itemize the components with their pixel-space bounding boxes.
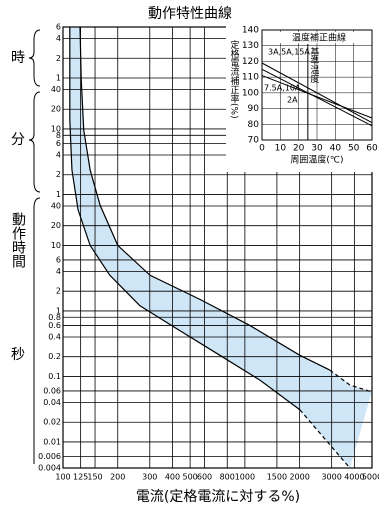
inset-y-title: 定格電流補正率(%) bbox=[229, 39, 240, 119]
plot-frame bbox=[62, 26, 373, 469]
x-tick-label: 800 bbox=[220, 473, 235, 482]
y-tick-label: 0.01 bbox=[43, 437, 61, 446]
x-tick-label: 200 bbox=[110, 473, 125, 482]
x-tick-label: 2000 bbox=[289, 473, 309, 482]
y-tick-label: 2 bbox=[56, 54, 61, 63]
inset-frame bbox=[261, 29, 373, 141]
x-axis-title: 電流(定格電流に対する%) bbox=[136, 489, 300, 505]
inset-title-bg bbox=[270, 32, 364, 43]
y-tick-label: 2 bbox=[56, 170, 61, 179]
y-axis-title: 動作時間 bbox=[10, 212, 26, 269]
correction-line bbox=[261, 62, 373, 124]
y-tick-label: 2 bbox=[56, 287, 61, 296]
unit-label: 秒 bbox=[11, 347, 25, 363]
y-tick-label: 0.6 bbox=[48, 321, 61, 330]
x-tick-label: 4000 bbox=[344, 473, 364, 482]
y-tick-label: 0.006 bbox=[38, 452, 61, 461]
brace bbox=[33, 197, 41, 464]
x-tick-label: 50 bbox=[348, 144, 360, 154]
annotation: 基準温度 bbox=[308, 46, 319, 84]
brace bbox=[28, 91, 41, 193]
y-tick-label: 6 bbox=[56, 255, 61, 264]
x-tick-label: 30 bbox=[311, 144, 323, 154]
x-tick-label: 100 bbox=[55, 473, 70, 482]
y-tick-label: 0.06 bbox=[43, 386, 61, 395]
curve bbox=[299, 409, 351, 469]
x-tick-label: 40 bbox=[330, 144, 342, 154]
x-tick-label: 150 bbox=[87, 473, 102, 482]
y-tick-label: 0.004 bbox=[38, 464, 61, 473]
inset-plot: 0 10 20 30 40 50 60 70 80 90 100 110 120 130 140 温度補正曲線… bbox=[226, 22, 379, 172]
curve bbox=[329, 369, 372, 393]
y-tick-label: 0.1 bbox=[48, 372, 61, 381]
band-fill bbox=[69, 27, 372, 468]
curve bbox=[69, 27, 301, 411]
y-tick-label: 140 bbox=[242, 26, 259, 36]
y-tick-label: 1 bbox=[56, 73, 61, 82]
y-tick-label: 130 bbox=[242, 41, 259, 51]
y-tick-label: 0.02 bbox=[43, 418, 61, 427]
curve bbox=[79, 26, 331, 371]
series-label: 2A bbox=[287, 96, 298, 105]
chart-title: 動作特性曲線 bbox=[148, 6, 232, 22]
x-tick-label: 125 bbox=[73, 473, 88, 482]
x-tick-label: 20 bbox=[293, 144, 305, 154]
series-label: 3A,5A,15A bbox=[268, 48, 310, 57]
y-tick-label: 80 bbox=[248, 120, 260, 130]
x-tick-label: 0 bbox=[259, 144, 265, 154]
x-tick-label: 600 bbox=[197, 473, 212, 482]
y-tick-label: 20 bbox=[51, 105, 61, 114]
unit-label: 時 bbox=[11, 50, 25, 66]
series-label: 7.5A,10A bbox=[264, 84, 301, 93]
y-tick-label: 4 bbox=[56, 34, 61, 43]
y-tick-label: 0.04 bbox=[43, 398, 61, 407]
y-tick-label: 70 bbox=[248, 136, 260, 146]
y-tick-label: 4 bbox=[56, 267, 61, 276]
inset-x-title: 周囲温度(℃) bbox=[290, 154, 343, 166]
y-tick-label: 120 bbox=[242, 57, 259, 67]
y-tick-label: 6 bbox=[56, 139, 61, 148]
y-tick-label: 4 bbox=[56, 151, 61, 160]
correction-line bbox=[261, 68, 373, 127]
y-tick-label: 20 bbox=[51, 221, 61, 230]
y-tick-label: 40 bbox=[51, 85, 61, 94]
x-tick-label: 60 bbox=[366, 144, 378, 154]
y-tick-label: 0.8 bbox=[48, 313, 61, 322]
y-tick-label: 1 bbox=[56, 190, 61, 199]
y-tick-label: 10 bbox=[51, 124, 61, 133]
x-tick-label: 1000 bbox=[235, 473, 255, 482]
y-tick-label: 0.2 bbox=[48, 352, 61, 361]
y-tick-label: 100 bbox=[242, 88, 259, 98]
brace bbox=[28, 29, 41, 87]
y-tick-label: 6 bbox=[56, 23, 61, 32]
unit-label: 分 bbox=[11, 132, 25, 148]
y-tick-label: 0.4 bbox=[48, 332, 61, 341]
y-tick-label: 8 bbox=[56, 131, 61, 140]
y-tick-label: 10 bbox=[51, 241, 61, 250]
y-tick-label: 90 bbox=[248, 104, 260, 114]
y-tick-label: 40 bbox=[51, 201, 61, 210]
x-tick-label: 10 bbox=[275, 144, 287, 154]
x-tick-label: 3000 bbox=[321, 473, 341, 482]
x-tick-label: 300 bbox=[142, 473, 157, 482]
x-tick-label: 500 bbox=[182, 473, 197, 482]
x-tick-label: 1500 bbox=[267, 473, 287, 482]
y-tick-label: 1 bbox=[56, 306, 61, 315]
y-tick-label: 110 bbox=[242, 73, 259, 83]
correction-line bbox=[261, 75, 373, 119]
inset-title: 温度補正曲線 bbox=[292, 32, 346, 44]
x-tick-label: 400 bbox=[165, 473, 180, 482]
